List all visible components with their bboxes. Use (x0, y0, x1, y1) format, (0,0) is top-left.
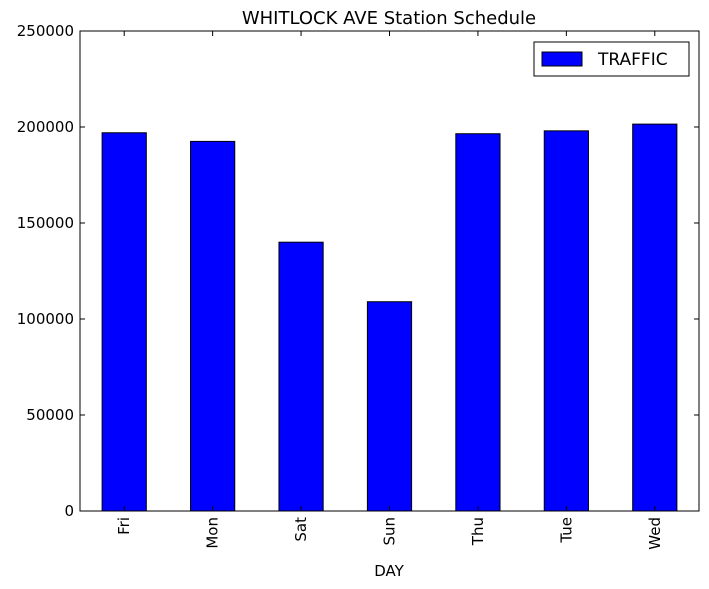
bar-tue (543, 130, 589, 512)
bar-mon (190, 140, 236, 512)
bar-fri (101, 132, 147, 512)
bar-sun (366, 301, 413, 512)
bar-thu (455, 133, 501, 512)
x-tick-label-sun: Sun (381, 517, 399, 546)
bars-group (101, 123, 678, 512)
y-tick-label: 0 (64, 502, 74, 520)
x-tick-label-tue: Tue (557, 517, 575, 544)
x-tick-label-thu: Thu (469, 517, 487, 546)
x-axis: Fri Mon Sat Sun Thu Tue Wed (115, 31, 664, 550)
y-tick-label: 150000 (17, 214, 74, 232)
x-tick-label-fri: Fri (115, 517, 133, 535)
legend-swatch-traffic (541, 51, 583, 67)
x-axis-label: DAY (374, 562, 404, 580)
y-axis: 0 50000 100000 150000 200000 250000 (17, 22, 699, 520)
plot-frame (79, 30, 700, 512)
x-tick-label-wed: Wed (646, 517, 664, 550)
chart-title: WHITLOCK AVE Station Schedule (242, 8, 536, 29)
y-tick-label: 100000 (17, 310, 74, 328)
y-tick-label: 200000 (17, 118, 74, 136)
y-tick-label: 250000 (17, 22, 74, 40)
legend-label-traffic: TRAFFIC (597, 50, 668, 70)
x-tick-label-mon: Mon (204, 517, 222, 549)
y-tick-label: 50000 (26, 406, 74, 424)
legend-frame (533, 41, 690, 77)
bar-wed (632, 123, 678, 512)
legend: TRAFFIC (533, 41, 690, 77)
x-tick-label-sat: Sat (292, 517, 310, 542)
bar-sat (278, 241, 324, 512)
